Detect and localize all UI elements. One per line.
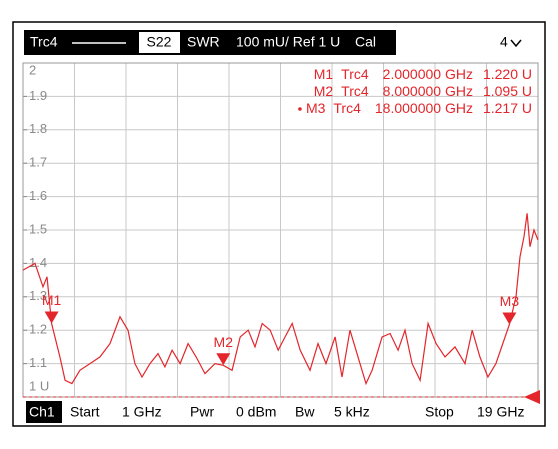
channel: Ch1 <box>29 404 55 420</box>
marker-triangle <box>44 311 59 324</box>
y-tick-label: 1.9 <box>29 88 47 103</box>
param: S22 <box>147 34 172 50</box>
power: 0 dBm <box>236 404 276 420</box>
marker-name: M3 <box>306 100 326 116</box>
marker-stimulus: 8.000000 GHz <box>383 83 473 99</box>
marker-row: M3 Trc4 18.000000 GHz 1.217 U <box>306 100 532 116</box>
marker-label: M3 <box>500 293 520 309</box>
marker-stimulus: 2.000000 GHz <box>383 66 473 82</box>
stop: 19 GHz <box>477 404 524 420</box>
plot-border <box>22 62 539 398</box>
marker-triangle <box>502 312 517 325</box>
bw: 5 kHz <box>334 404 370 420</box>
cal: Cal <box>355 34 376 50</box>
y-tick-label: 1.5 <box>29 221 47 236</box>
marker-response: 1.217 U <box>483 100 532 116</box>
y-tick-label: 1.4 <box>29 255 47 270</box>
format: SWR <box>187 34 220 50</box>
active-marker-dot <box>298 107 302 111</box>
marker-row: M1 Trc4 2.000000 GHz 1.220 U <box>314 66 532 82</box>
marker-label: M2 <box>214 334 234 350</box>
trace <box>22 213 539 386</box>
marker-name: M2 <box>314 83 334 99</box>
marker-stimulus: 18.000000 GHz <box>375 100 473 116</box>
channel-count[interactable]: 4 <box>500 34 508 50</box>
y-tick-label: 1.7 <box>29 155 47 170</box>
y-tick-label: 1.8 <box>29 121 47 136</box>
y-tick-label: 2 <box>29 62 36 77</box>
bw-label: Bw <box>295 404 315 420</box>
marker-response: 1.095 U <box>483 83 532 99</box>
marker-trace: Trc4 <box>341 66 369 82</box>
chevron[interactable] <box>510 39 522 48</box>
start: 1 GHz <box>122 404 162 420</box>
start-label: Start <box>70 404 100 420</box>
marker-triangle <box>216 353 231 366</box>
y-tick-label: 1.1 <box>29 355 47 370</box>
channel-box <box>26 401 62 423</box>
power-label: Pwr <box>190 404 214 420</box>
scale: 100 mU/ Ref 1 U <box>236 34 340 50</box>
marker-trace: Trc4 <box>341 83 369 99</box>
marker-name: M1 <box>314 66 334 82</box>
reference-arrow <box>524 390 540 404</box>
marker-row: M2 Trc4 8.000000 GHz 1.095 U <box>314 83 532 99</box>
marker-response: 1.220 U <box>483 66 532 82</box>
marker-trace: Trc4 <box>333 100 361 116</box>
marker-label: M1 <box>42 292 62 308</box>
y-tick-label: 1.2 <box>29 322 47 337</box>
trace-name: Trc4 <box>30 34 58 50</box>
stop-label: Stop <box>425 404 454 420</box>
param-box <box>139 32 180 53</box>
y-tick-label: 1.3 <box>29 288 47 303</box>
frame <box>12 21 546 427</box>
y-tick-label: 1 U <box>29 378 49 393</box>
y-tick-label: 1.6 <box>29 188 47 203</box>
